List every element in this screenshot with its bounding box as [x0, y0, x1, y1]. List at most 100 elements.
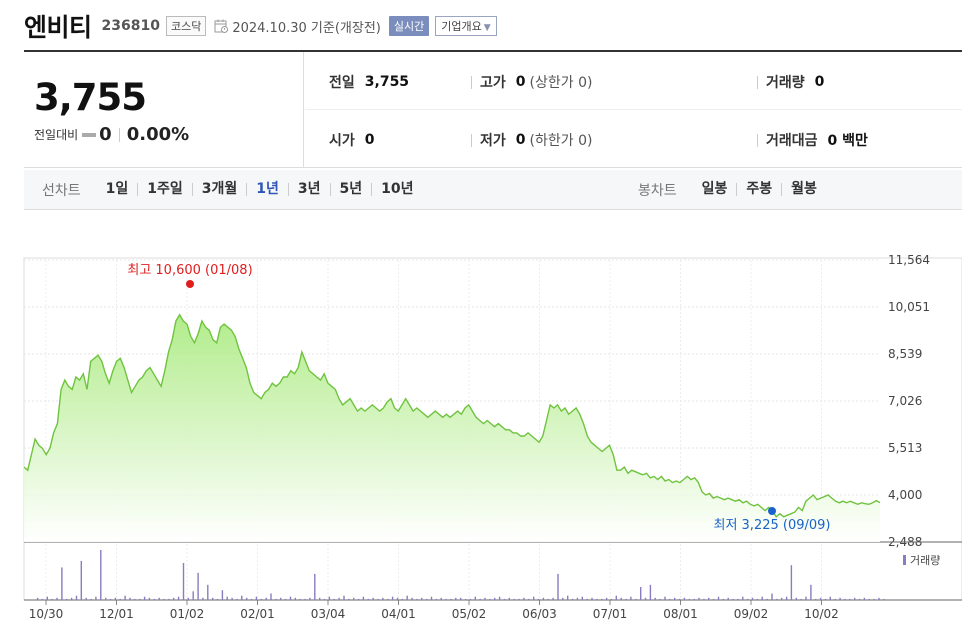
volume-bar [246, 597, 248, 600]
volume-bar [747, 598, 749, 600]
volume-bar [591, 597, 593, 600]
period-tab[interactable]: 3년 [287, 182, 330, 196]
current-price-box: 3,755 전일대비 0 0.00% [24, 52, 304, 168]
volume-bar [858, 598, 861, 600]
candle-period-tab[interactable]: 월봉 [781, 182, 826, 196]
volume-bar [708, 597, 710, 600]
period-tab[interactable]: 1주일 [137, 182, 192, 196]
volume-bar [508, 597, 510, 600]
volume-bar [819, 597, 822, 600]
volume-bar [445, 598, 447, 600]
volume-bar [766, 598, 768, 600]
volume-bar [839, 597, 841, 600]
calendar-icon [214, 19, 229, 33]
volume-bar [498, 596, 501, 600]
change-row: 전일대비 0 0.00% [34, 124, 189, 145]
y-tick-label: 4,000 [888, 488, 922, 502]
volume-bar [771, 593, 773, 600]
volume-bar [275, 598, 277, 600]
volume-label: 거래량 [766, 75, 805, 91]
candle-chart-group: 봉차트 일봉 주봉 월봉 [638, 180, 826, 200]
high-marker [186, 280, 194, 288]
volume-bar [854, 597, 856, 600]
stock-name: 엔비티 [24, 13, 92, 42]
open-value: 0 [364, 132, 375, 148]
change-value: 0 [99, 124, 112, 145]
realtime-button[interactable]: 실시간 [388, 16, 430, 36]
volume-bar [790, 565, 793, 600]
y-tick-label: 8,539 [888, 347, 922, 361]
volume-bar [250, 598, 253, 600]
x-tick-label: 05/02 [452, 607, 487, 621]
volume-bar [382, 597, 384, 600]
volume-bar [367, 598, 369, 600]
volume-bar [581, 596, 583, 600]
volume-bar [270, 593, 272, 600]
period-tab[interactable]: 5년 [329, 182, 372, 196]
volume-bar [518, 598, 520, 600]
market-badge: 코스닥 [165, 16, 207, 36]
volume-bar [426, 598, 428, 600]
volume-bar [377, 598, 379, 600]
company-overview-dropdown[interactable]: 기업개요 ▼ [435, 16, 497, 36]
volume-bar [751, 597, 754, 600]
volume-bar [742, 596, 744, 600]
volume-bar [353, 597, 355, 600]
volume-bar [571, 598, 574, 600]
period-tab[interactable]: 3개월 [191, 182, 247, 196]
volume-bar [698, 597, 700, 600]
volume-bar [80, 560, 82, 600]
volume-bar [241, 595, 243, 600]
volume-bar [109, 598, 112, 600]
volume-bar [654, 597, 656, 600]
volume-bar [299, 598, 301, 600]
volume-bar [664, 596, 666, 600]
line-chart-periods: 1일 1주일 3개월 1년 3년 5년 10년 [97, 181, 423, 197]
volume-bar [586, 598, 588, 600]
volume-bar [163, 598, 165, 600]
volume-bar [810, 584, 812, 600]
x-tick-label: 07/01 [593, 607, 628, 621]
price-area [24, 314, 880, 542]
volume-bar [319, 597, 321, 600]
candle-period-tab[interactable]: 주봉 [736, 182, 781, 196]
volume-bar [625, 598, 627, 600]
volume-bar [221, 590, 224, 600]
volume-bar [523, 597, 525, 600]
volume-bar [659, 598, 661, 600]
prev-close-label: 전일 [329, 75, 355, 91]
x-tick-label: 10/30 [29, 607, 64, 621]
volume-bar [36, 597, 39, 600]
volume-bar [323, 598, 326, 600]
candle-period-tab[interactable]: 일봉 [701, 181, 728, 197]
volume-bar [66, 598, 68, 600]
volume-bar [703, 598, 705, 600]
volume-bar [406, 595, 408, 600]
x-tick-label: 06/03 [522, 607, 557, 621]
volume-bar [489, 598, 491, 600]
volume-bar [236, 598, 238, 600]
period-tab[interactable]: 10년 [371, 182, 422, 196]
volume-bar [693, 598, 695, 600]
period-tab[interactable]: 1년 [246, 182, 288, 196]
volume-bar [469, 598, 472, 600]
volume-bar [688, 598, 690, 600]
volume-bar [868, 598, 870, 600]
stock-header: 엔비티 236810 코스닥 2024.10.30 기준(개장전) 실시간 기업… [24, 8, 497, 44]
y-tick-label: 11,564 [888, 253, 930, 267]
high-annotation: 최고 10,600 (01/08) [127, 263, 252, 278]
volume-bar [727, 597, 729, 600]
volume-bar [615, 595, 617, 600]
volume-bar [722, 598, 724, 600]
volume-bar [284, 598, 287, 600]
volume-bar [226, 596, 228, 600]
quote-details: 전일 3,755 고가 0 (상한가 0) 거래량 0 시가 0 저가 [305, 52, 962, 168]
volume-bar [484, 597, 486, 600]
volume-bar [644, 597, 647, 600]
lower-limit: (하한가 0) [529, 133, 593, 149]
volume-bar [289, 596, 292, 600]
stock-code: 236810 [101, 18, 160, 34]
candle-chart-label: 봉차트 [638, 182, 677, 199]
volume-bar [348, 598, 350, 600]
period-tab[interactable]: 1일 [105, 181, 129, 197]
